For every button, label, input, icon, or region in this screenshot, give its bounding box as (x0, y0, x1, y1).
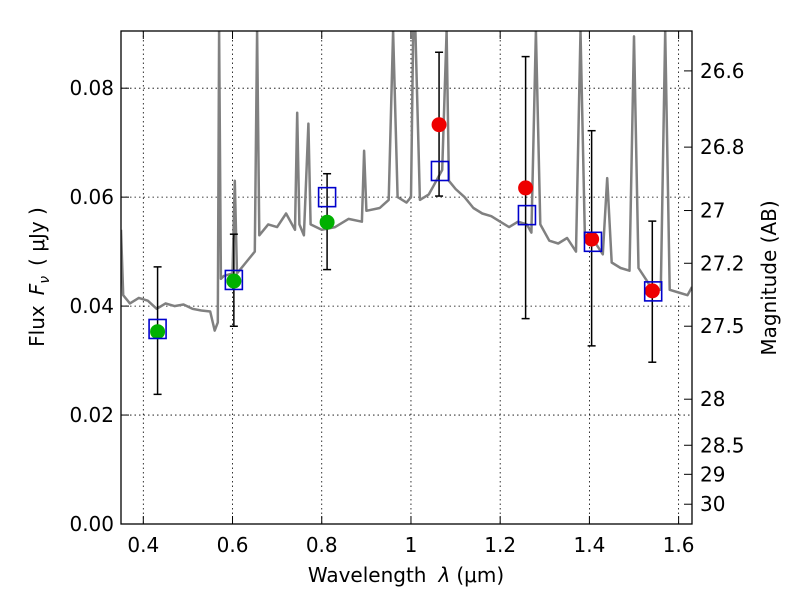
model-square-marker (317, 186, 337, 208)
model-square-marker (643, 281, 663, 302)
red-data-point (584, 231, 600, 247)
x-tick-label: 1 (405, 533, 418, 557)
y-tick-label: 0.04 (69, 294, 114, 318)
magnitude-axis-ticks: 26.6 26.8 27 27.2 27.5 28 28.5 29 30 (684, 59, 745, 516)
x-tick-label: 0.8 (306, 533, 338, 557)
model-square-marker (224, 269, 244, 291)
model-square-marker (148, 318, 167, 340)
spectrum-layer (121, 31, 692, 332)
magnitude-tick-label: 27.5 (700, 314, 745, 338)
green-data-point (319, 214, 335, 230)
magnitude-axis-label: Magnitude (AB) (757, 200, 781, 355)
magnitude-tick-label: 27.2 (700, 251, 745, 275)
green-data-point (226, 273, 242, 289)
y-tick-label: 0.02 (69, 403, 114, 427)
green-data-point (150, 324, 166, 340)
y-axis-ticks: 0.00 0.02 0.04 0.06 0.08 (69, 76, 129, 536)
magnitude-tick-label: 29 (700, 462, 725, 486)
y-tick-label: 0.00 (69, 512, 114, 536)
data-points (150, 117, 660, 340)
y-tick-label: 0.08 (69, 76, 114, 100)
magnitude-tick-label: 27 (700, 199, 725, 223)
model-square-marker (430, 160, 450, 182)
magnitude-tick-label: 26.8 (700, 135, 745, 159)
x-tick-label: 1.4 (573, 533, 605, 557)
model-square-marker (583, 231, 603, 253)
magnitude-tick-label: 28 (700, 387, 725, 411)
plot-frame (120, 30, 693, 525)
magnitude-tick-label: 26.6 (700, 59, 745, 83)
magnitude-tick-label: 30 (700, 492, 725, 516)
model-square-marker (517, 204, 537, 226)
x-tick-label: 0.6 (217, 533, 249, 557)
y-tick-label: 0.06 (69, 185, 114, 209)
red-data-point (431, 117, 447, 133)
model-squares (148, 160, 663, 340)
spectrum-line (121, 31, 692, 332)
y-axis-label: FluxFν( μJy ) (25, 207, 53, 347)
x-tick-label: 1.2 (484, 533, 516, 557)
red-data-point (518, 180, 534, 196)
x-tick-label: 0.4 (127, 533, 159, 557)
x-axis-ticks: 0.4 0.6 0.8 1 1.2 1.4 1.6 (127, 31, 695, 557)
red-data-point (644, 283, 660, 299)
x-tick-label: 1.6 (663, 533, 695, 557)
x-axis-label: Wavelength λ (μm) (308, 563, 504, 587)
magnitude-tick-label: 28.5 (700, 433, 745, 457)
